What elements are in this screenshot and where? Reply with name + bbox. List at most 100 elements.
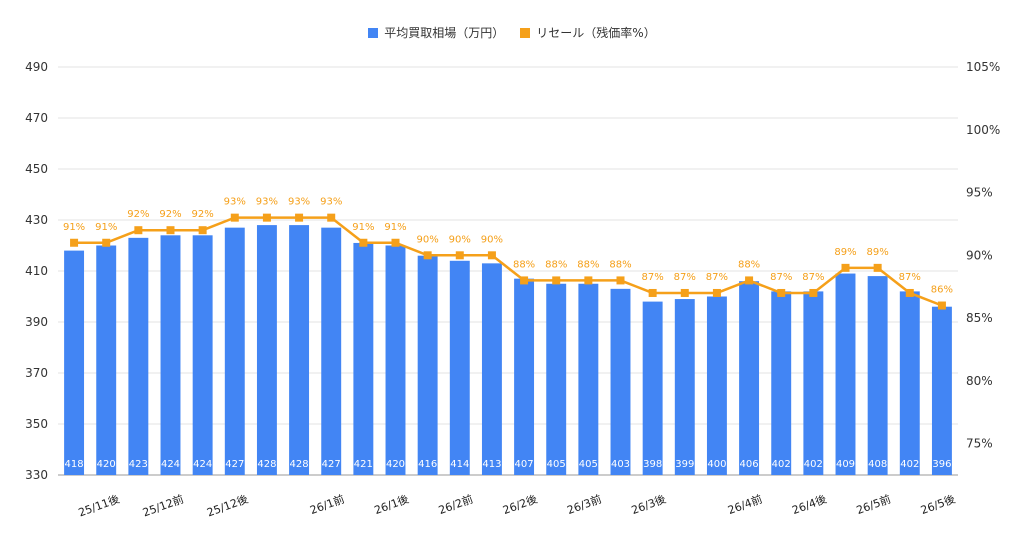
bar-value-label: 405 xyxy=(579,459,598,470)
line-point xyxy=(487,251,496,260)
line-value-label: 93% xyxy=(224,197,246,208)
line-point xyxy=(423,251,432,260)
bar-value-label: 423 xyxy=(129,459,148,470)
bar xyxy=(771,291,792,475)
x-tick-label: 26/4前 xyxy=(726,492,764,517)
bar xyxy=(353,242,374,475)
line-value-label: 87% xyxy=(706,272,728,283)
bar xyxy=(385,245,406,475)
bar-value-label: 427 xyxy=(225,459,244,470)
line-point xyxy=(102,238,111,247)
legend-swatch-bar xyxy=(368,27,379,38)
resale-series-line xyxy=(74,216,943,307)
line-value-label: 87% xyxy=(802,272,824,283)
bar xyxy=(546,283,567,475)
bar-value-label: 420 xyxy=(97,459,116,470)
bar-value-label: 416 xyxy=(418,459,437,470)
line-value-label: 93% xyxy=(256,197,278,208)
bar-value-label: 408 xyxy=(868,459,887,470)
x-tick-label: 26/2後 xyxy=(501,492,539,517)
bar xyxy=(803,291,824,475)
y-right-tick-label: 90% xyxy=(966,248,993,262)
bar-value-label: 400 xyxy=(707,459,726,470)
x-tick-label: 26/3前 xyxy=(565,492,603,517)
y-left-tick-label: 370 xyxy=(25,366,48,380)
bar xyxy=(96,245,117,475)
y-left-tick-label: 390 xyxy=(25,315,48,329)
line-point xyxy=(70,238,79,247)
bar-value-label: 424 xyxy=(193,459,212,470)
y-right-tick-label: 80% xyxy=(966,374,993,388)
y-right-tick-label: 75% xyxy=(966,437,993,451)
y-left-tick-label: 350 xyxy=(25,417,48,431)
line-value-label: 91% xyxy=(63,222,85,233)
line-point xyxy=(809,288,818,297)
y-left-tick-label: 330 xyxy=(25,468,48,482)
bar-value-label: 405 xyxy=(547,459,566,470)
line-value-label: 92% xyxy=(159,209,181,220)
bar xyxy=(321,227,342,475)
bar-value-label: 402 xyxy=(900,459,919,470)
line-point xyxy=(745,276,754,285)
bar xyxy=(706,296,727,475)
line-value-label: 88% xyxy=(545,259,567,270)
y-left-tick-label: 430 xyxy=(25,213,48,227)
bar-value-label: 424 xyxy=(161,459,180,470)
line-value-label: 89% xyxy=(834,247,856,258)
line-value-label: 93% xyxy=(288,197,310,208)
x-tick-label: 25/12後 xyxy=(205,492,250,520)
line-point xyxy=(680,288,689,297)
line-point xyxy=(584,276,593,285)
line-point xyxy=(905,288,914,297)
y-left-tick-label: 470 xyxy=(25,111,48,125)
y-right-tick-label: 105% xyxy=(966,60,1000,74)
x-tick-label: 26/4後 xyxy=(790,492,828,517)
x-tick-label: 26/1前 xyxy=(308,492,346,517)
bar-value-label: 398 xyxy=(643,459,662,470)
bar xyxy=(417,255,438,475)
line-point xyxy=(841,263,850,272)
line-point xyxy=(391,238,400,247)
line-point xyxy=(134,226,143,235)
bar xyxy=(739,281,760,475)
y-right-tick-label: 100% xyxy=(966,123,1000,137)
x-tick-label: 26/1後 xyxy=(372,492,410,517)
line-point xyxy=(198,226,207,235)
bar xyxy=(128,237,149,475)
line-value-label: 90% xyxy=(449,234,471,245)
x-tick-label: 26/5前 xyxy=(854,492,892,517)
line-point xyxy=(359,238,368,247)
bar-value-label: 428 xyxy=(290,459,309,470)
line-value-label: 88% xyxy=(577,259,599,270)
line-value-label: 90% xyxy=(417,234,439,245)
bar xyxy=(674,299,695,475)
bar xyxy=(642,301,663,475)
line-value-label: 92% xyxy=(192,209,214,220)
bar-value-label: 399 xyxy=(675,459,694,470)
legend-label-line: リセール（残価率%） xyxy=(536,26,656,40)
line-point xyxy=(295,213,304,222)
bar xyxy=(867,276,888,475)
line-point xyxy=(327,213,336,222)
bar xyxy=(256,225,277,475)
bar xyxy=(899,291,920,475)
bar-value-label: 403 xyxy=(611,459,630,470)
line-value-label: 87% xyxy=(899,272,921,283)
bar-value-label: 396 xyxy=(932,459,951,470)
line-value-label: 88% xyxy=(738,259,760,270)
line-value-label: 88% xyxy=(609,259,631,270)
legend-item-bar: 平均買取相場（万円） xyxy=(368,24,504,41)
x-tick-label: 25/11後 xyxy=(76,492,121,520)
line-point xyxy=(616,276,625,285)
bar-value-label: 421 xyxy=(354,459,373,470)
bar xyxy=(449,260,470,475)
line-point xyxy=(262,213,271,222)
legend-label-bar: 平均買取相場（万円） xyxy=(384,26,505,40)
line-value-label: 91% xyxy=(384,222,406,233)
line-point xyxy=(520,276,529,285)
bar-value-label: 402 xyxy=(804,459,823,470)
line-point xyxy=(455,251,464,260)
line-value-label: 87% xyxy=(674,272,696,283)
line-point xyxy=(873,263,882,272)
